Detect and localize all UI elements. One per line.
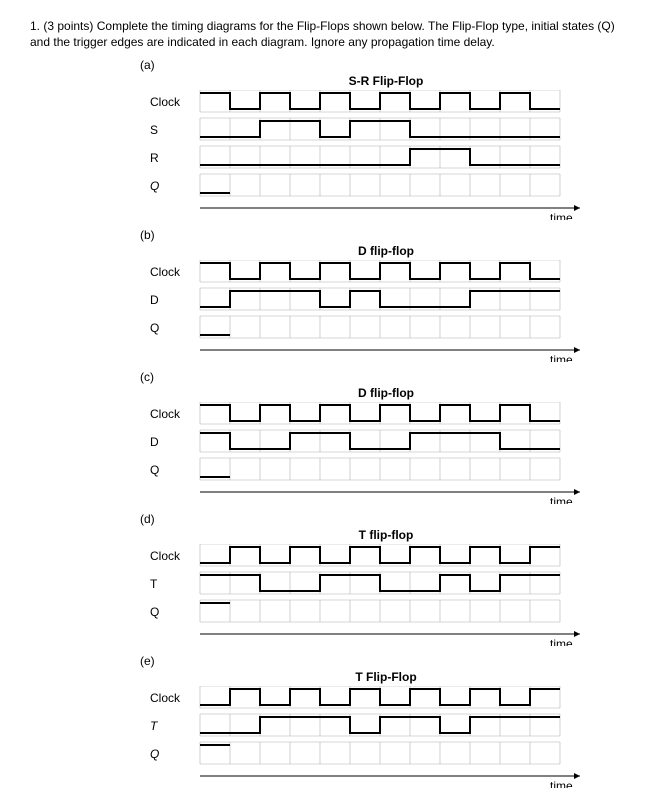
part-b: (b) D flip-flop Clock DQtime <box>30 228 622 362</box>
timing-chart: Clock DQtime <box>150 402 590 504</box>
signal-label: R <box>150 151 159 165</box>
signal-label: D <box>150 435 159 449</box>
waveform <box>200 263 560 279</box>
part-label: (e) <box>140 654 622 668</box>
arrow-icon <box>574 205 580 211</box>
part-label: (c) <box>140 370 622 384</box>
signal-label: Q <box>150 605 159 619</box>
waveform <box>200 547 560 563</box>
chart-title: D flip-flop <box>150 244 622 258</box>
timing-chart: Clock TQtime <box>150 686 590 788</box>
part-e: (e) T Flip-Flop Clock TQtime <box>30 654 622 788</box>
part-label: (a) <box>140 58 622 72</box>
signal-label: Clock <box>150 265 181 279</box>
question-body: Complete the timing diagrams for the Fli… <box>30 19 615 49</box>
signal-label: Clock <box>150 95 181 109</box>
timing-chart: Clock SRQtime <box>150 90 590 220</box>
timing-chart: Clock TQtime <box>150 544 590 646</box>
question-number: 1. <box>30 19 40 33</box>
time-label: time <box>550 779 573 788</box>
arrow-icon <box>574 489 580 495</box>
question-text: 1. (3 points) Complete the timing diagra… <box>30 18 622 50</box>
part-label: (b) <box>140 228 622 242</box>
chart-title: T Flip-Flop <box>150 670 622 684</box>
chart-title: D flip-flop <box>150 386 622 400</box>
arrow-icon <box>574 347 580 353</box>
time-label: time <box>550 353 573 362</box>
chart-title: T flip-flop <box>150 528 622 542</box>
waveform <box>200 291 560 307</box>
signal-label: Clock <box>150 549 181 563</box>
signal-label: Clock <box>150 407 181 421</box>
question-points: (3 points) <box>43 19 93 33</box>
waveform <box>200 93 560 109</box>
signal-label: Q <box>150 179 159 193</box>
waveform <box>200 405 560 421</box>
arrow-icon <box>574 773 580 779</box>
signal-label: D <box>150 293 159 307</box>
part-label: (d) <box>140 512 622 526</box>
signal-label: Q <box>150 321 159 335</box>
signal-label: Q <box>150 747 159 761</box>
signal-label: S <box>150 123 158 137</box>
waveform <box>200 717 560 733</box>
waveform <box>200 689 560 705</box>
signal-label: Q <box>150 463 159 477</box>
time-label: time <box>550 211 573 220</box>
part-d: (d) T flip-flop Clock TQtime <box>30 512 622 646</box>
waveform <box>200 575 560 591</box>
arrow-icon <box>574 631 580 637</box>
timing-chart: Clock DQtime <box>150 260 590 362</box>
part-a: (a) S-R Flip-Flop Clock SRQtime <box>30 58 622 220</box>
signal-label: Clock <box>150 691 181 705</box>
signal-label: T <box>150 719 159 733</box>
time-label: time <box>550 495 573 504</box>
part-c: (c) D flip-flop Clock DQtime <box>30 370 622 504</box>
chart-title: S-R Flip-Flop <box>150 74 622 88</box>
signal-label: T <box>150 577 158 591</box>
time-label: time <box>550 637 573 646</box>
